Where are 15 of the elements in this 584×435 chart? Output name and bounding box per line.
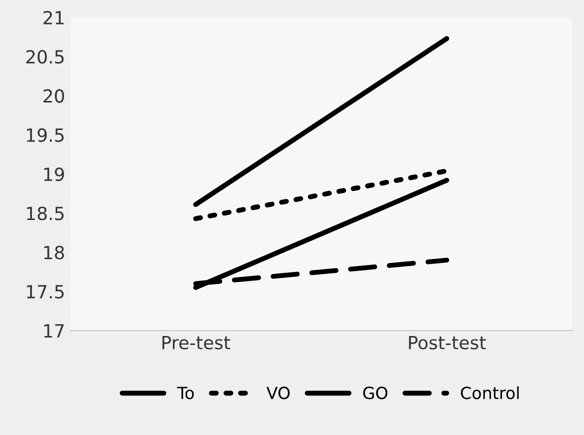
y-tick-label: 20 xyxy=(44,89,64,103)
legend-label: VO xyxy=(266,386,290,400)
y-tick-label: 18 xyxy=(44,246,64,260)
legend-label: Control xyxy=(460,386,519,400)
y-tick-label: 19.5 xyxy=(27,128,64,142)
y-tick-label: 17 xyxy=(44,324,64,338)
y-tick-label: 18.5 xyxy=(27,206,64,220)
y-tick-label: 21 xyxy=(44,10,64,24)
legend-label: To xyxy=(177,386,194,400)
y-tick-label: 19 xyxy=(44,167,64,182)
x-tick-label: Pre-test xyxy=(162,336,230,350)
legend-label: GO xyxy=(363,386,388,400)
x-tick-label: Post-test xyxy=(409,336,486,350)
y-tick-label: 17.5 xyxy=(27,285,64,299)
y-tick-label: 20.5 xyxy=(26,50,64,64)
